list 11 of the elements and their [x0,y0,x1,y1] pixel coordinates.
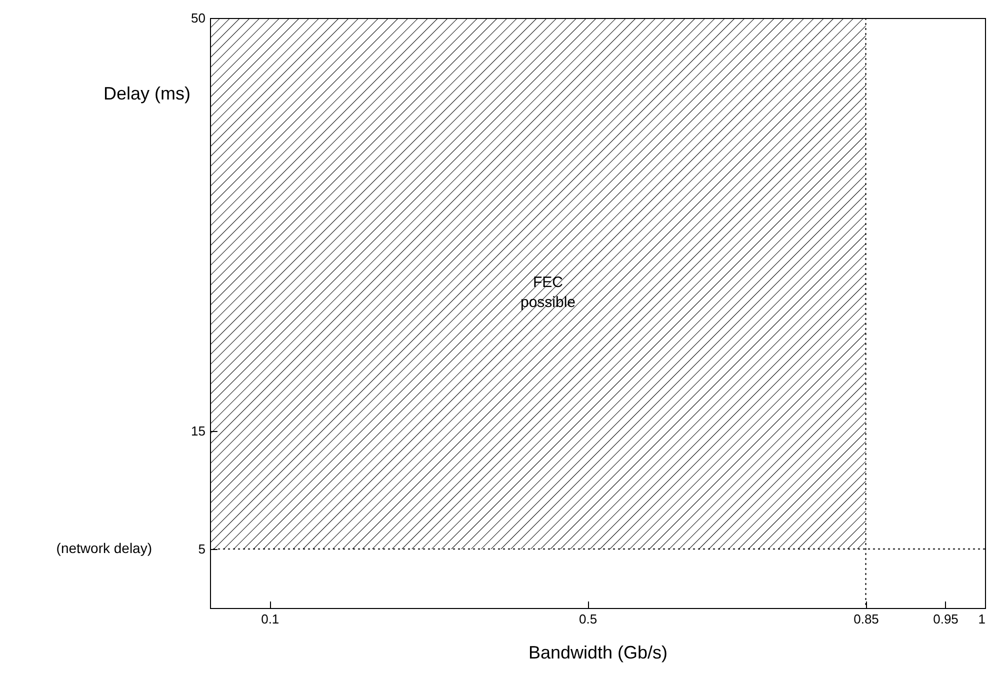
x-tick-label: 0.95 [933,612,958,626]
x-tick-label: 0.1 [261,612,280,626]
x-tick-label: 1 [978,612,986,626]
y-axis-title: Delay (ms) [103,84,190,104]
y-tick-label: 50 [191,10,206,26]
y-tick-label: 5 [198,542,206,556]
x-tick-label: 0.5 [579,612,598,626]
ref-line-label: (network delay) [56,540,152,556]
x-axis-title: Bandwidth (Gb/s) [528,642,668,662]
y-tick-label: 15 [191,424,206,438]
x-tick-label: 0.85 [854,612,879,626]
